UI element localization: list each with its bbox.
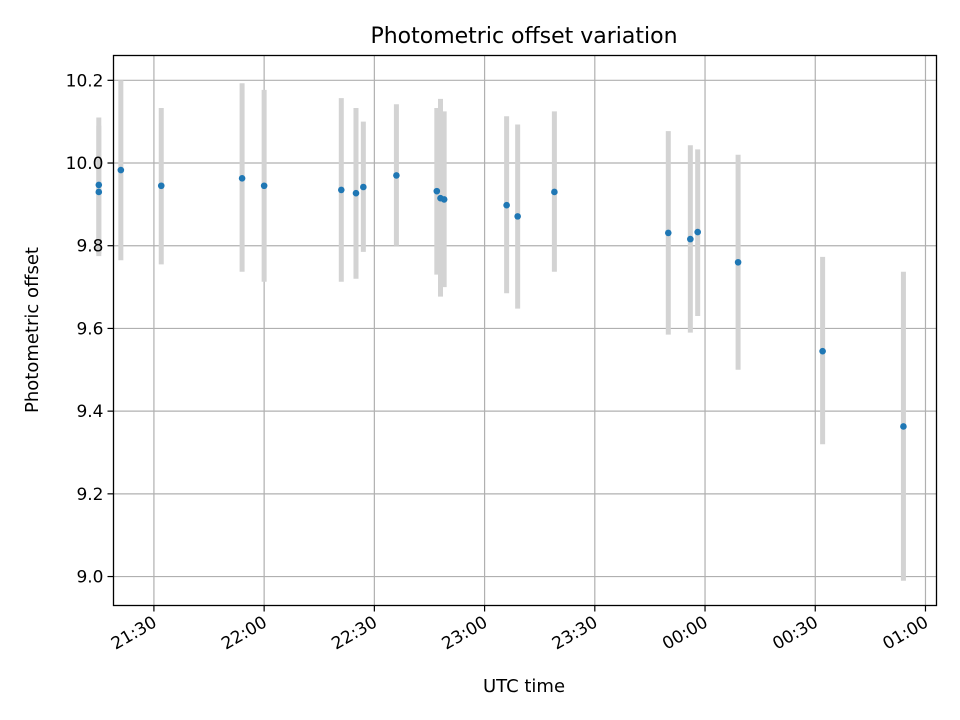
y-tick-label: 9.6 <box>76 319 103 339</box>
data-point <box>664 229 672 237</box>
data-points <box>95 166 907 430</box>
x-tick-label: 22:30 <box>328 613 380 655</box>
data-point <box>514 213 521 220</box>
data-point <box>433 187 441 195</box>
x-tick-label: 00:00 <box>659 613 711 655</box>
data-point <box>551 188 558 196</box>
data-point <box>117 166 125 174</box>
y-tick-label: 10.0 <box>66 154 104 174</box>
data-point <box>900 423 907 430</box>
y-tick-label: 9.4 <box>76 402 103 422</box>
data-point <box>95 181 103 189</box>
data-point <box>694 228 701 236</box>
error-bars <box>96 80 906 581</box>
data-point <box>360 183 367 191</box>
y-tick-label: 10.2 <box>66 71 104 91</box>
y-tick-label: 9.2 <box>76 485 103 505</box>
plot-frame <box>112 54 938 607</box>
data-point <box>337 186 345 194</box>
x-tick-label: 23:30 <box>549 613 601 655</box>
x-tick-label: 00:30 <box>769 613 821 655</box>
data-point <box>393 172 400 179</box>
y-axis-ticks: 9.0 9.2 9.4 9.6 9.8 10.0 10.2 <box>66 71 114 588</box>
data-point <box>352 189 360 197</box>
x-tick-label: 23:00 <box>439 613 491 655</box>
data-point <box>440 196 448 203</box>
x-tick-label: 22:00 <box>218 613 270 655</box>
x-axis-label: UTC time <box>483 676 565 697</box>
grid <box>113 55 937 606</box>
y-tick-label: 9.0 <box>76 568 103 588</box>
data-point <box>260 182 268 190</box>
data-point <box>687 235 694 243</box>
data-point <box>95 188 103 196</box>
data-point <box>503 201 510 209</box>
x-tick-label: 01:00 <box>880 613 932 655</box>
data-point <box>819 347 826 355</box>
y-tick-label: 9.8 <box>76 237 103 257</box>
data-point <box>157 182 165 190</box>
chart-title: Photometric offset variation <box>370 24 677 49</box>
x-tick-label: 21:30 <box>108 613 160 655</box>
data-point <box>734 258 742 266</box>
data-point <box>238 175 246 182</box>
x-axis-ticks: 21:30 22:00 22:30 23:00 23:30 00:00 00:30 01:00 <box>108 605 932 655</box>
y-axis-label: Photometric offset <box>22 247 43 413</box>
